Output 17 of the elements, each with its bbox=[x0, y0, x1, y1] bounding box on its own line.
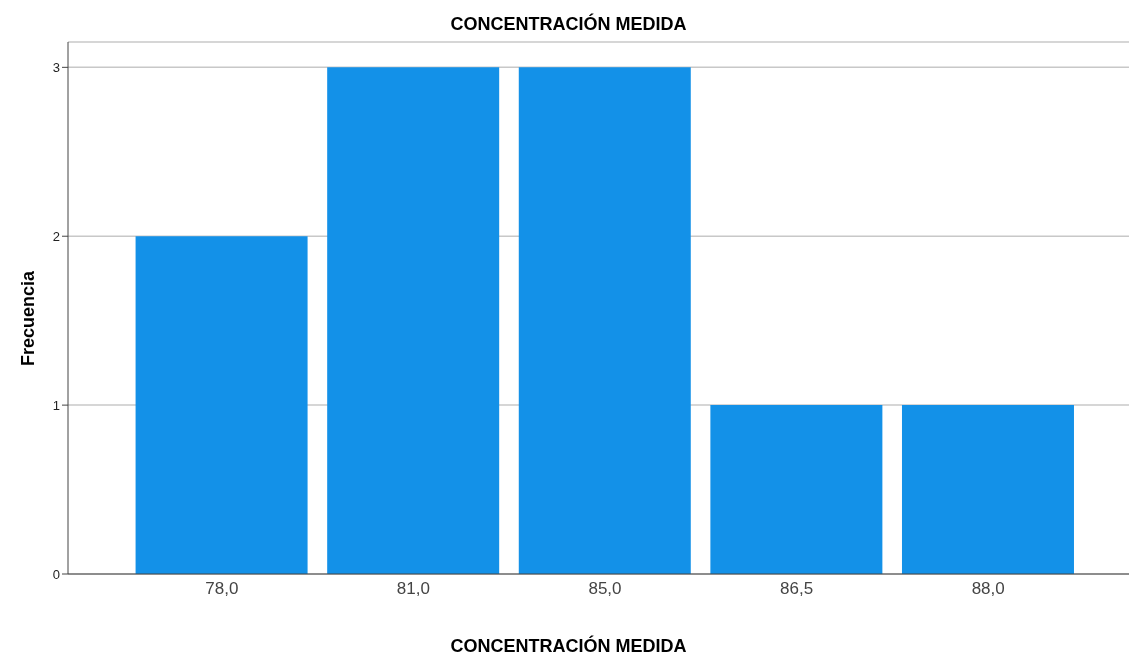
y-tick-label: 0 bbox=[52, 566, 60, 582]
x-axis-title: CONCENTRACIÓN MEDIDA bbox=[449, 636, 688, 657]
x-tick-label: 85,0 bbox=[588, 579, 622, 599]
x-tick-label: 78,0 bbox=[205, 579, 239, 599]
y-tick-label: 2 bbox=[52, 228, 60, 244]
bar bbox=[135, 236, 308, 574]
bar bbox=[518, 67, 691, 574]
y-tick-label: 1 bbox=[52, 397, 60, 413]
x-tick-label: 88,0 bbox=[971, 579, 1005, 599]
chart-title: CONCENTRACIÓN MEDIDA bbox=[449, 14, 688, 35]
bar bbox=[710, 405, 883, 574]
y-axis-title: Frecuencia bbox=[17, 270, 39, 369]
x-tick-label: 86,5 bbox=[780, 579, 814, 599]
bar bbox=[901, 405, 1074, 574]
y-tick-label: 3 bbox=[52, 59, 60, 75]
bar bbox=[327, 67, 500, 574]
x-tick-label: 81,0 bbox=[396, 579, 430, 599]
